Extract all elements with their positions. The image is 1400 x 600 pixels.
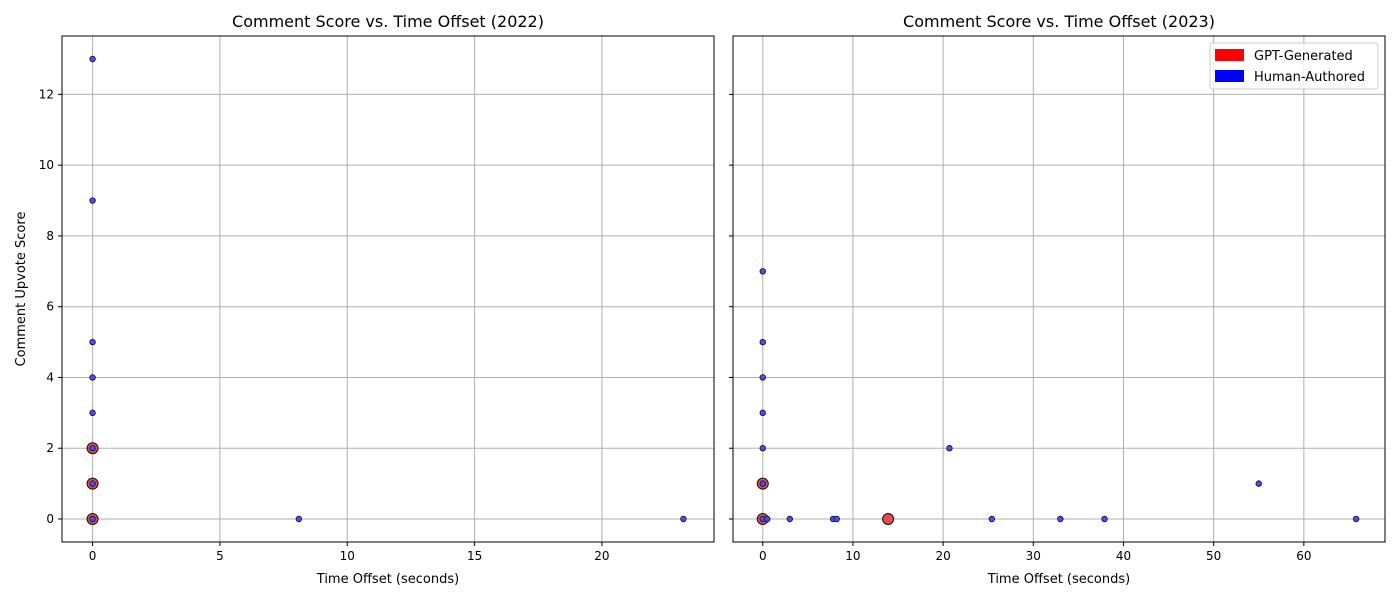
y-axis-label: Comment Upvote Score: [14, 212, 29, 367]
human-point: [1057, 515, 1064, 523]
y-tick-label: 10: [39, 158, 54, 172]
chart-2023: 0 10 20 30 40 50 60 Comment Score vs. Time Off…: [729, 12, 1386, 587]
human-point: [759, 338, 766, 346]
x-axis-label-2022: Time Offset (seconds): [316, 572, 459, 587]
x-tick-label: 10: [340, 549, 355, 563]
human-point: [759, 268, 766, 275]
human-point: [1101, 515, 1108, 523]
x-tick-label: 40: [1116, 549, 1131, 563]
human-point: [759, 409, 766, 417]
y-tick-label: 12: [39, 87, 54, 101]
human-point: [946, 445, 953, 452]
human-point: [89, 409, 96, 417]
x-tick-label: 5: [216, 549, 224, 563]
x-axis-label-2023: Time Offset (seconds): [987, 572, 1130, 587]
human-point: [89, 197, 96, 204]
x-tick-label: 0: [759, 549, 767, 563]
human-point: [89, 338, 96, 346]
legend-swatch-human: [1215, 70, 1244, 82]
y-tick-label: 2: [46, 441, 54, 455]
y-tick-label: 4: [46, 370, 54, 384]
human-point: [680, 515, 687, 523]
human-point: [89, 55, 96, 63]
y-tick-label: 6: [46, 300, 54, 314]
human-point: [89, 480, 96, 487]
x-tick-label: 20: [935, 549, 950, 563]
x-tick-label: 60: [1296, 549, 1311, 563]
y-tick-label: 0: [46, 512, 54, 526]
chart-title-2022: Comment Score vs. Time Offset (2022): [232, 12, 544, 31]
gpt-point: [882, 513, 895, 525]
human-point: [1352, 515, 1360, 523]
legend-box: [1209, 42, 1379, 90]
human-point: [988, 515, 996, 523]
human-point: [89, 374, 96, 381]
x-tick-label: 10: [845, 549, 860, 563]
chart-title-2023: Comment Score vs. Time Offset (2023): [903, 12, 1215, 31]
human-point: [759, 374, 766, 381]
legend-swatch-gpt: [1215, 49, 1244, 61]
chart-2022: 0 5 10 15 20 0 2 4 6 8 10 12 Comment Score vs. Time…: [14, 12, 715, 587]
x-tick-label: 15: [467, 549, 482, 563]
human-point: [1255, 480, 1262, 487]
human-point: [89, 445, 96, 452]
human-point: [764, 515, 771, 523]
legend: GPT-Generated Human-Authored: [1209, 42, 1379, 90]
legend-label-gpt: GPT-Generated: [1254, 49, 1353, 64]
human-point: [786, 515, 794, 523]
human-point: [833, 515, 840, 523]
human-point: [759, 480, 766, 487]
x-tick-label: 30: [1026, 549, 1041, 563]
x-tick-label: 50: [1206, 549, 1221, 563]
legend-label-human: Human-Authored: [1254, 70, 1365, 85]
y-tick-label: 8: [46, 229, 54, 243]
x-tick-label: 20: [594, 549, 609, 563]
human-point: [295, 515, 303, 523]
human-point: [759, 445, 766, 452]
human-point: [89, 515, 96, 523]
x-tick-label: 0: [89, 549, 97, 563]
